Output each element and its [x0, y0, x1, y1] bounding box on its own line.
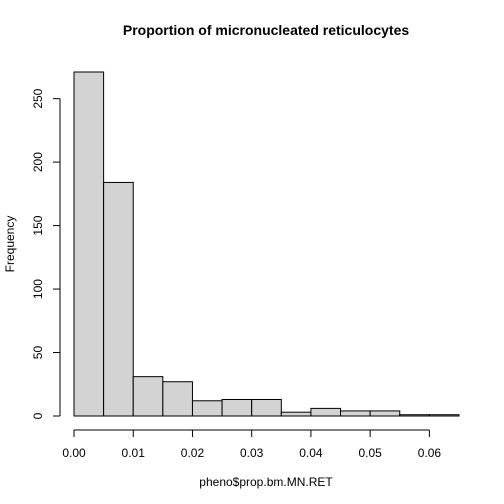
- histogram-bar: [280, 411, 312, 417]
- x-tick-label: 0.03: [240, 446, 264, 460]
- histogram-bar: [221, 398, 253, 417]
- histogram-bar: [340, 410, 371, 417]
- chart-title: Proportion of micronucleated reticulocyt…: [123, 22, 409, 38]
- y-axis: 0 50 100 150 200 250: [31, 88, 61, 419]
- x-tick-label: 0.04: [299, 446, 323, 460]
- y-axis-label: Frequency: [3, 216, 17, 273]
- x-tick-label: 0.05: [358, 446, 382, 460]
- histogram-bar: [162, 381, 193, 417]
- histogram-bar: [73, 71, 105, 417]
- y-tick-label: 0: [31, 412, 45, 419]
- histogram-bar: [310, 407, 342, 417]
- x-tick-label: 0.00: [62, 446, 86, 460]
- y-tick-label: 100: [31, 279, 45, 299]
- histogram-bar: [399, 414, 430, 417]
- histogram-bar: [132, 376, 164, 417]
- y-tick-label: 250: [31, 88, 45, 108]
- histogram-bar: [103, 181, 134, 417]
- y-tick-label: 200: [31, 152, 45, 172]
- bars-group: [73, 71, 460, 417]
- histogram-bar: [369, 410, 401, 417]
- y-tick-label: 150: [31, 215, 45, 235]
- histogram-bar: [251, 398, 282, 417]
- x-tick-label: 0.02: [181, 446, 205, 460]
- x-tick-label: 0.06: [418, 446, 442, 460]
- y-tick-label: 50: [31, 346, 45, 360]
- x-axis-label: pheno$prop.bm.MN.RET: [199, 475, 333, 489]
- histogram-bar: [191, 400, 223, 417]
- histogram-bar: [428, 414, 460, 417]
- x-tick-label: 0.01: [122, 446, 146, 460]
- x-axis: 0.00 0.01 0.02 0.03 0.04 0.05 0.06: [62, 429, 442, 460]
